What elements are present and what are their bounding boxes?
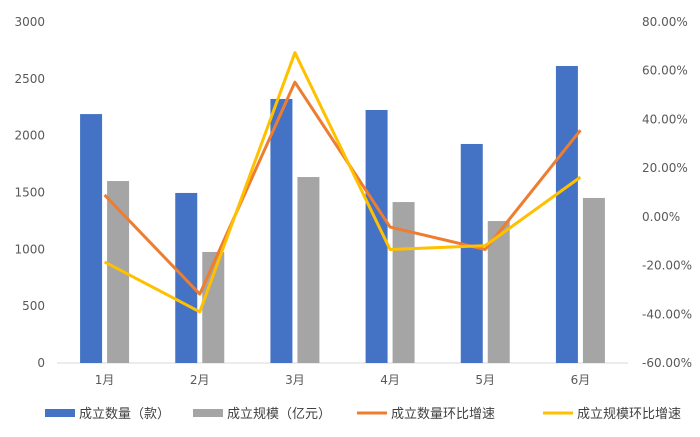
- right-tick-label: 40.00%: [642, 112, 688, 126]
- right-tick-label: 60.00%: [642, 64, 688, 78]
- bar-count: [365, 109, 388, 363]
- bar-scale: [297, 177, 320, 363]
- right-tick-label: -60.00%: [642, 356, 692, 370]
- left-tick-label: 1500: [14, 186, 45, 200]
- left-tick-label: 3000: [14, 15, 45, 29]
- bar-count: [270, 98, 293, 363]
- legend: 成立数量（款） 成立规模（亿元） 成立数量环比增速 成立规模环比增速: [45, 407, 681, 422]
- line-count-growth: [103, 80, 582, 296]
- bar-scale: [582, 197, 605, 363]
- left-tick-label: 0: [37, 356, 45, 370]
- x-tick-label: 2月: [190, 373, 210, 387]
- legend-label: 成立规模（亿元）: [227, 407, 331, 422]
- right-tick-label: 80.00%: [642, 15, 688, 29]
- bar-scale: [487, 221, 510, 363]
- line-scale-growth: [103, 51, 582, 314]
- left-tick-label: 2500: [14, 72, 45, 86]
- legend-label: 成立数量环比增速: [391, 407, 495, 422]
- bar-count: [555, 65, 578, 363]
- x-tick-label: 4月: [380, 373, 400, 387]
- right-tick-label: 20.00%: [642, 161, 688, 175]
- left-tick-label: 2000: [14, 129, 45, 143]
- left-tick-label: 1000: [14, 242, 45, 256]
- x-tick-label: 1月: [95, 373, 115, 387]
- x-tick-label: 5月: [475, 373, 495, 387]
- bar-count: [460, 143, 483, 363]
- right-tick-label: -20.00%: [642, 259, 692, 273]
- legend-swatch: [45, 409, 75, 417]
- x-tick-label: 6月: [571, 373, 591, 387]
- legend-swatch: [193, 409, 223, 417]
- bar-count: [80, 114, 103, 363]
- axes: 0 500 1000 1500 2000 2500 3000 -60.00% -40.00% -2…: [14, 15, 692, 387]
- right-tick-label: 0.00%: [642, 210, 680, 224]
- bar-scale: [107, 181, 130, 363]
- x-tick-label: 3月: [285, 373, 305, 387]
- right-tick-label: -40.00%: [642, 307, 692, 321]
- legend-label: 成立数量（款）: [79, 407, 170, 422]
- bar-scale: [392, 202, 415, 363]
- legend-label: 成立规模环比增速: [577, 407, 681, 422]
- left-tick-label: 500: [22, 299, 45, 313]
- bar-scale: [202, 251, 225, 363]
- lines: [103, 51, 582, 314]
